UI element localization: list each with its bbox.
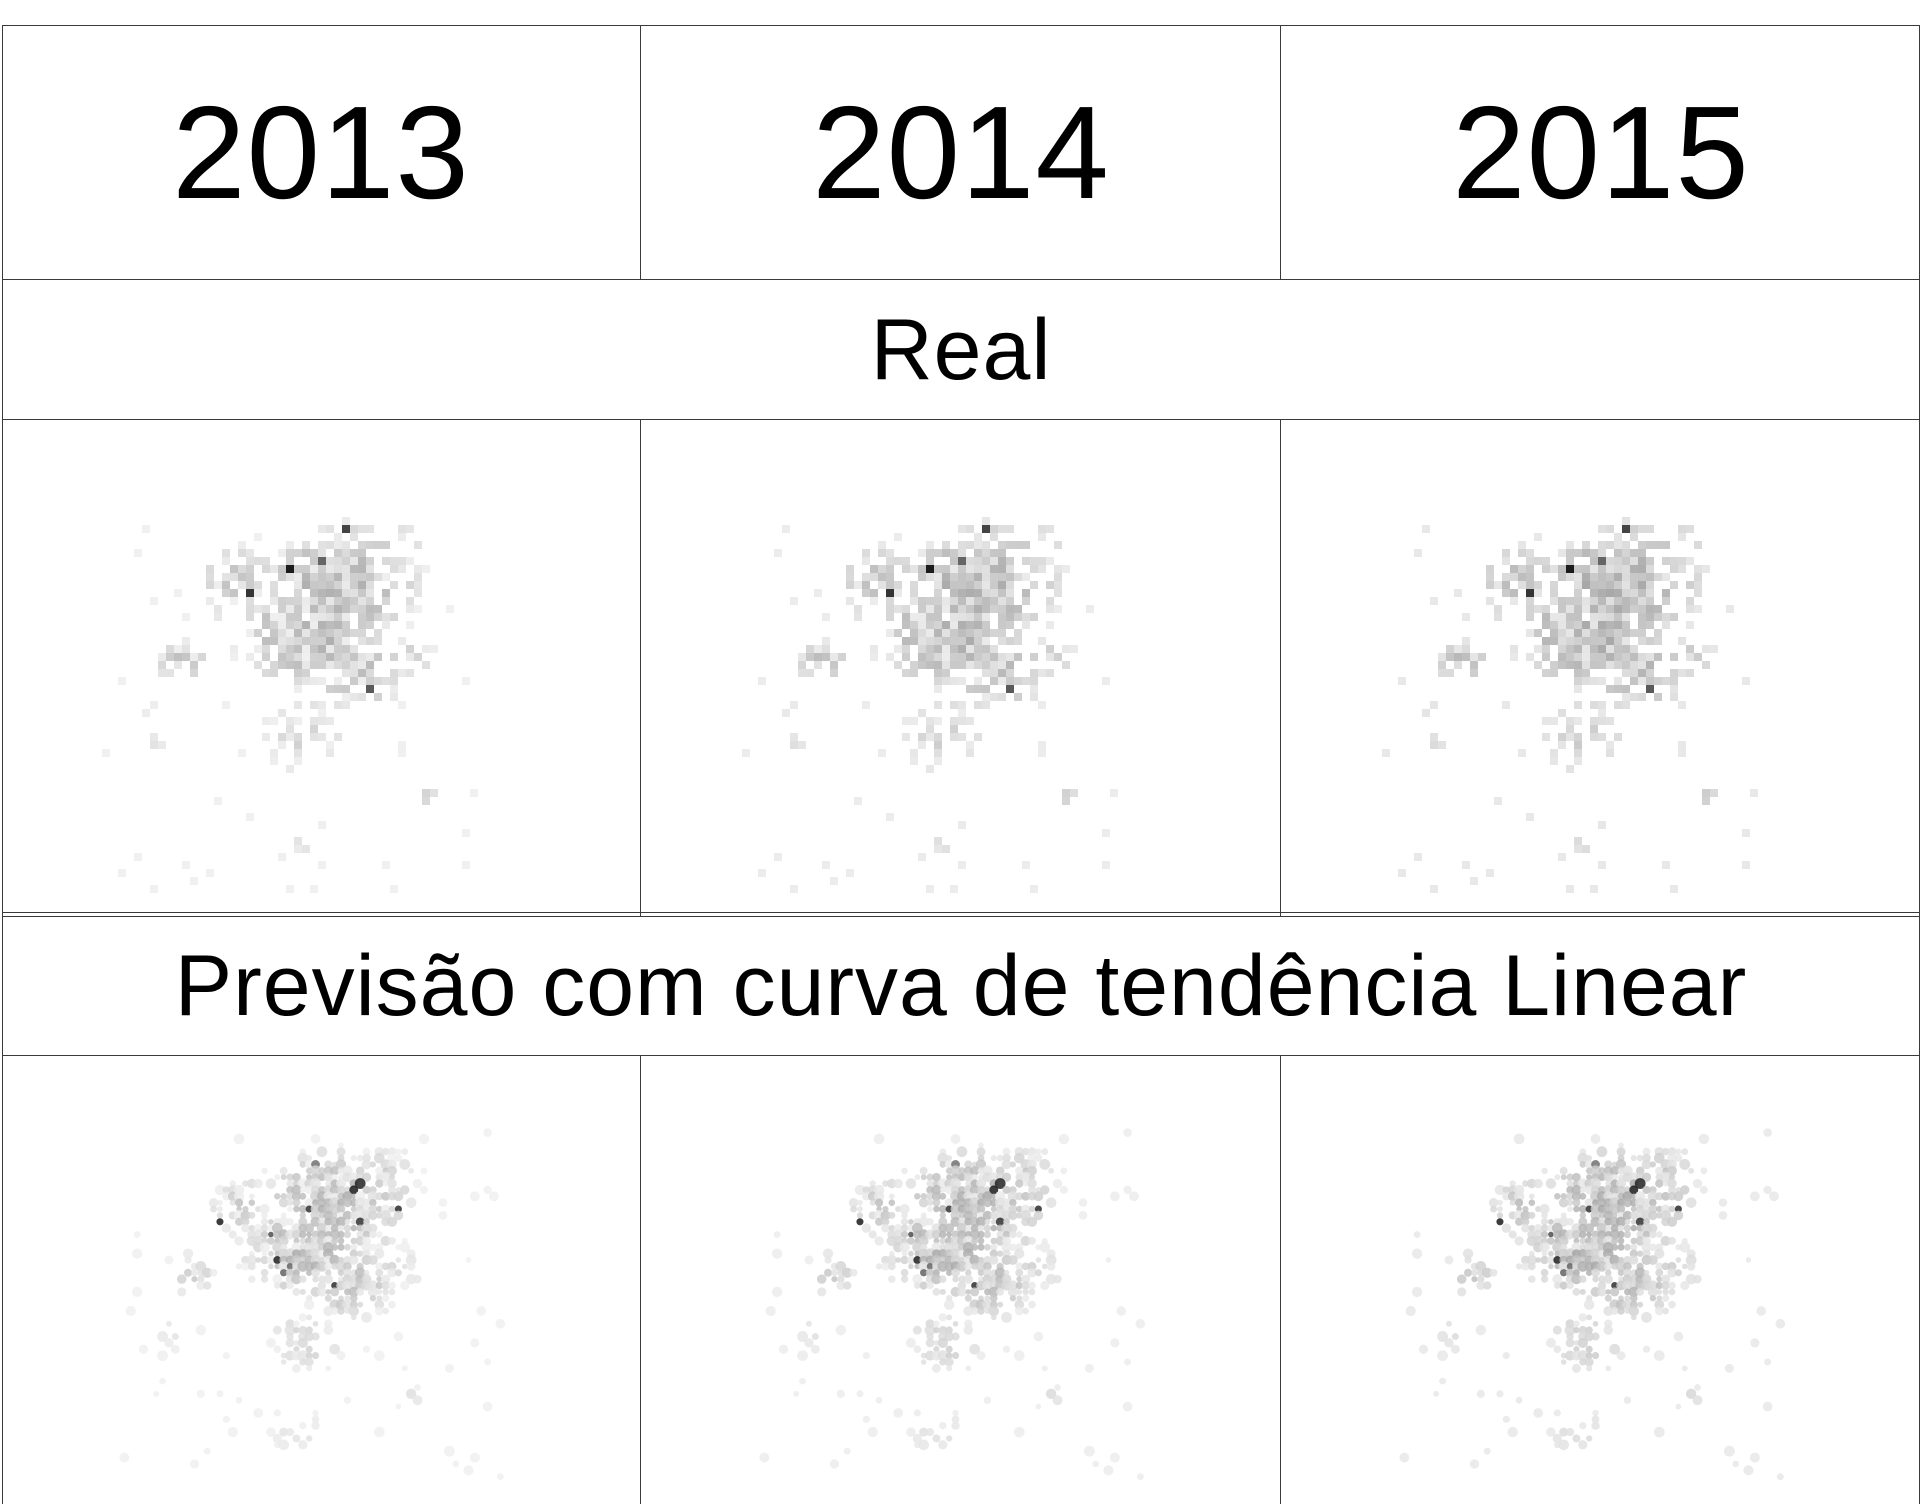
map-layer <box>1382 517 1758 893</box>
map-forecast-2013 <box>2 1057 640 1504</box>
year-header-2015: 2015 <box>1452 78 1750 226</box>
density-map <box>759 1128 1146 1481</box>
table-border-left <box>2 25 3 1504</box>
map-layer <box>742 517 1118 893</box>
section-title-linear-forecast: Previsão com curva de tendência Linear <box>174 938 1748 1034</box>
density-map <box>1382 517 1758 893</box>
density-map <box>1399 1128 1786 1481</box>
year-header-2013: 2013 <box>172 78 470 226</box>
year-header-2014: 2014 <box>812 78 1110 226</box>
map-layer <box>1399 1128 1786 1481</box>
row-divider <box>2 912 1920 913</box>
density-map <box>119 1128 506 1481</box>
comparison-table: 2013 2014 2015 Real Previsão com curva d… <box>2 25 1920 1504</box>
row-divider <box>2 419 1920 420</box>
column-divider <box>1280 419 1281 916</box>
density-map <box>102 517 478 893</box>
column-divider <box>640 419 641 916</box>
density-map <box>742 517 1118 893</box>
row-divider <box>2 1055 1920 1056</box>
row-divider <box>2 279 1920 280</box>
map-layer <box>759 1128 1146 1481</box>
column-divider <box>640 1055 641 1504</box>
map-layer <box>119 1128 506 1481</box>
map-real-2015 <box>1282 421 1920 912</box>
map-real-2014 <box>642 421 1280 912</box>
map-layer <box>102 517 478 893</box>
column-divider <box>1280 25 1281 279</box>
table-border-right <box>1919 25 1920 1504</box>
map-real-2013 <box>2 421 640 912</box>
section-title-real: Real <box>870 301 1052 398</box>
column-divider <box>640 25 641 279</box>
map-forecast-2014 <box>642 1057 1280 1504</box>
map-forecast-2015 <box>1282 1057 1920 1504</box>
table-border-top <box>2 25 1920 26</box>
column-divider <box>1280 1055 1281 1504</box>
row-divider <box>2 916 1920 917</box>
